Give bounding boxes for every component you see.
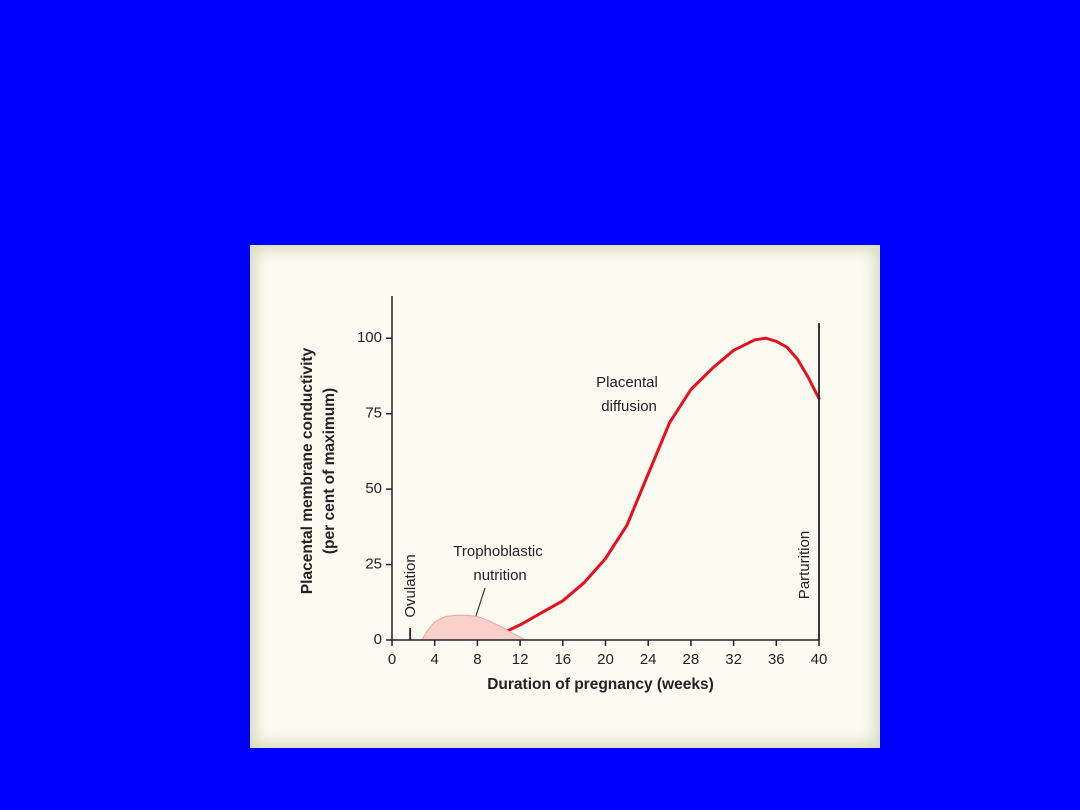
- marker-label: Ovulation: [402, 554, 419, 617]
- chart-panel: 0 25 50 75 100 0 4 8 12 16 20 24 28 32 36 40 Duration of…: [250, 245, 880, 748]
- line: [502, 336, 821, 634]
- series-annotation: Trophoblastic nutrition: [453, 543, 543, 584]
- y-tick-label: 25: [365, 556, 382, 573]
- x-tick-label: 40: [811, 651, 828, 668]
- y-tick-label: 50: [365, 480, 382, 497]
- marker-label: Parturition: [796, 531, 813, 599]
- x-tick-label: 8: [473, 651, 481, 668]
- x-tick-label: 16: [554, 651, 571, 668]
- y-tick-label: 0: [374, 631, 382, 648]
- x-tick-label: 4: [431, 651, 439, 668]
- y-axis-title: Placental membrane conductivity: [299, 347, 316, 594]
- x-tick-label: 24: [640, 651, 657, 668]
- x-tick-label: 0: [388, 651, 396, 668]
- x-tick-label: 12: [512, 651, 529, 668]
- series-annotation: Placental diffusion: [596, 374, 658, 415]
- x-axis-title: Duration of pregnancy (weeks): [487, 676, 714, 693]
- area: [421, 614, 528, 641]
- y-axis-title: (per cent of maximum): [321, 388, 338, 554]
- y-tick-label: 100: [357, 329, 382, 346]
- chart: 0 25 50 75 100 0 4 8 12 16 20 24 28 32 36 40 Duration of…: [299, 296, 828, 693]
- x-tick-label: 28: [683, 651, 700, 668]
- x-tick-label: 36: [768, 651, 785, 668]
- y-tick-label: 75: [365, 405, 382, 422]
- x-tick-label: 32: [725, 651, 742, 668]
- x-tick-label: 20: [597, 651, 614, 668]
